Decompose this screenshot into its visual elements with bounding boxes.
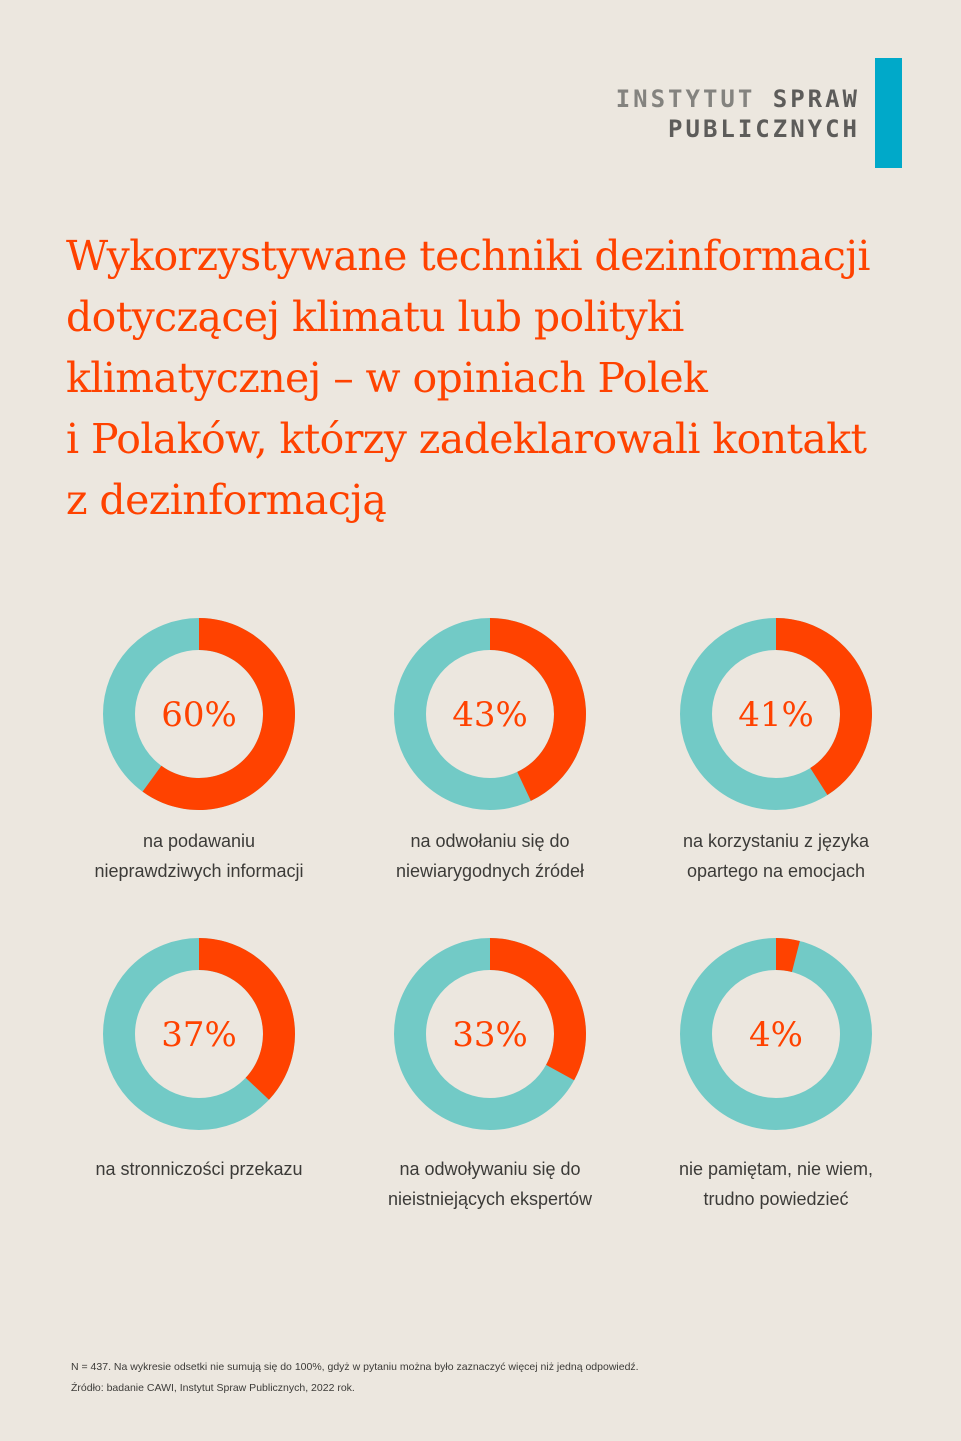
footnote-source: Źródło: badanie CAWI, Instytut Spraw Pub… [71,1382,355,1394]
donut-category-label: na odwołaniu się do niewiarygodnych źród… [395,831,585,881]
logo-text: INSTYTUT SPRAW PUBLICZNYCH [616,84,860,144]
donut-category-label: na podawaniu nieprawdziwych informacji [94,831,304,881]
donut-chart: 4% [680,938,872,1130]
donut-value-segment [490,938,586,1081]
donut-value-label: 43% [452,695,528,735]
logo-line2: PUBLICZNYCH [668,115,860,143]
donut-category-label: nie pamiętam, nie wiem, trudno powiedzie… [678,1159,874,1209]
donut-value-label: 60% [161,695,237,735]
footnote-note: N = 437. Na wykresie odsetki nie sumują … [71,1361,639,1373]
donut-category-label: na korzystaniu z języka opartego na emoc… [682,831,870,881]
logo-bar [875,58,902,168]
footnote: N = 437. Na wykresie odsetki nie sumują … [71,1357,639,1399]
donut-chart: 37% [103,938,295,1130]
donut-value-label: 4% [749,1015,803,1055]
page-title: Wykorzystywane techniki dezinformacji do… [66,232,870,524]
donut-value-segment [199,938,295,1100]
donut-value-segment [490,618,586,801]
donut-value-label: 37% [161,1015,237,1055]
donut-chart-item: 60% na podawaniu nieprawdziwych informacj… [49,614,349,886]
donut-value-segment [776,618,872,796]
donut-chart-item: 43% na odwołaniu się do niewiarygodnych ź… [340,614,640,886]
donut-chart: 33% [394,938,586,1130]
donut-chart: 60% [103,618,295,810]
donut-value-label: 33% [452,1015,528,1055]
donut-value-segment [776,938,800,973]
donut-chart-item: 37% na stronniczości przekazu [49,934,349,1184]
donut-category-label: na stronniczości przekazu [95,1159,303,1179]
logo-line1-a: INSTYTUT [615,85,756,113]
donut-chart: 43% [394,618,586,810]
donut-chart-item: 4% nie pamiętam, nie wiem, trudno powiedz… [626,934,926,1214]
donut-value-label: 41% [738,695,814,735]
donut-category-label: na odwoływaniu się do nieistniejących ek… [387,1159,593,1209]
donut-chart-item: 41% na korzystaniu z języka opartego na e… [626,614,926,886]
donut-chart-item: 33% na odwoływaniu się do nieistniejących… [340,934,640,1214]
donut-chart: 41% [680,618,872,810]
donut-value-segment [142,618,295,810]
logo-line1-b: SPRAW [772,85,860,113]
